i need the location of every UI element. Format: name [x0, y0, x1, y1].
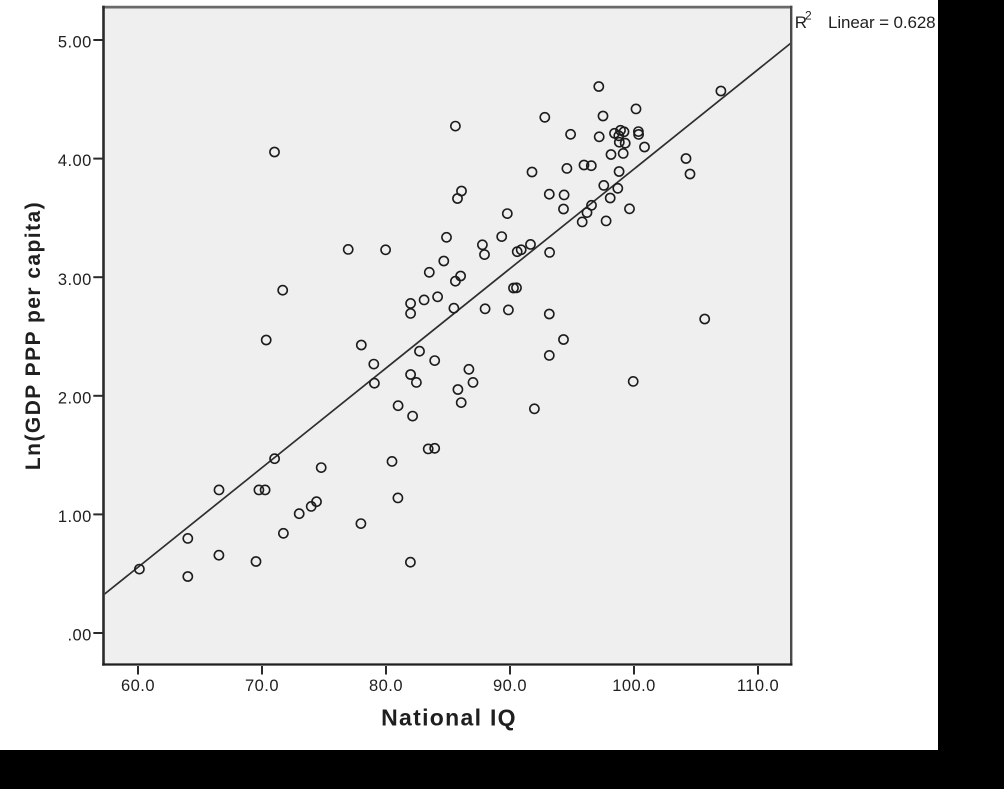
svg-text:70.0: 70.0 [245, 677, 279, 695]
svg-text:60.0: 60.0 [121, 677, 155, 695]
svg-text:Ln(GDP PPP per capita): Ln(GDP PPP per capita) [22, 201, 45, 470]
svg-text:National IQ: National IQ [381, 704, 517, 730]
svg-text:4.00: 4.00 [58, 152, 92, 170]
svg-text:3.00: 3.00 [58, 271, 92, 289]
svg-text:100.0: 100.0 [612, 677, 656, 695]
svg-text:2.00: 2.00 [58, 389, 92, 407]
svg-text:90.0: 90.0 [493, 677, 527, 695]
svg-text:110.0: 110.0 [737, 677, 779, 695]
svg-text:80.0: 80.0 [369, 677, 403, 695]
svg-text:1.00: 1.00 [58, 508, 92, 526]
svg-text:5.00: 5.00 [58, 34, 92, 52]
svg-text:.00: .00 [68, 627, 92, 645]
